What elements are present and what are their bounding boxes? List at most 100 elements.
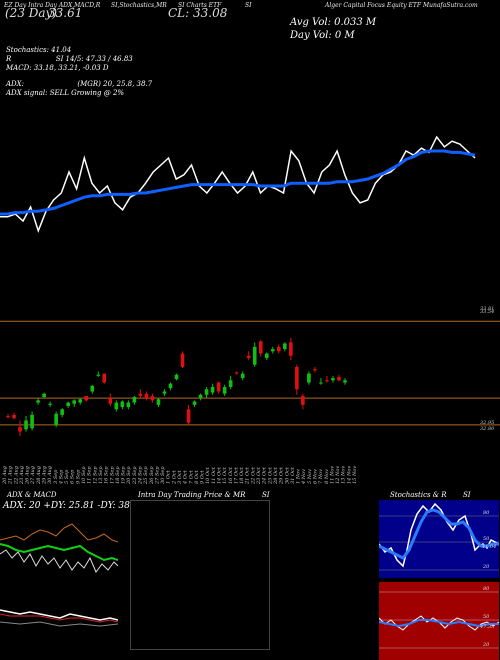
candle <box>42 392 46 399</box>
date-label: 11 Nov <box>329 466 335 484</box>
candle-body <box>210 387 215 393</box>
candle <box>18 420 22 437</box>
candle <box>84 395 89 402</box>
price-level-label: 33.81 <box>480 306 494 312</box>
rsi-label-80: 80 <box>483 586 490 592</box>
moving-average-line <box>0 149 476 216</box>
date-label: 29 Aug <box>42 466 48 485</box>
candle-body <box>114 402 119 410</box>
candle-body <box>84 395 89 401</box>
candle <box>162 389 167 396</box>
date-label: 15 Oct <box>222 466 228 484</box>
date-label: 15 Nov <box>352 466 358 484</box>
candle <box>289 337 293 361</box>
candle <box>180 351 185 369</box>
date-label: 1 Oct <box>166 469 172 484</box>
date-label: 12 Nov <box>335 466 341 484</box>
candle <box>307 371 311 385</box>
price-level-lines <box>0 320 500 426</box>
macd-white-line <box>0 609 118 621</box>
candle-body <box>144 393 149 399</box>
candle-body <box>289 342 293 356</box>
candle <box>6 413 10 419</box>
candle-body <box>150 395 155 401</box>
candle-body <box>331 378 335 381</box>
date-label: 23 Aug <box>19 466 25 485</box>
date-label: 9 Sep <box>75 469 81 484</box>
candle-body <box>301 395 305 405</box>
rsi-label-20: 20 <box>482 642 490 648</box>
candle-body <box>42 393 46 398</box>
candle <box>210 383 215 395</box>
date-label: 23 Oct <box>256 466 262 485</box>
date-label: 31 Oct <box>290 466 296 484</box>
candle <box>270 346 275 354</box>
candle-body <box>192 401 197 405</box>
candle-body <box>138 393 143 396</box>
rsi-readout: R SI 14/5: 47.33 / 46.83 <box>6 55 133 63</box>
date-label: 8 Nov <box>324 469 330 484</box>
candle-body <box>264 353 269 358</box>
date-label: 13 Nov <box>341 466 347 484</box>
candle-body <box>337 376 341 381</box>
date-label: 21 Aug <box>8 466 14 485</box>
candle <box>120 400 125 410</box>
date-label: 26 Aug <box>25 466 31 485</box>
candle <box>228 375 233 390</box>
candle-body <box>162 391 167 394</box>
date-label: 4 Sep <box>59 469 65 485</box>
candle <box>66 401 70 409</box>
date-label: 4 Nov <box>301 469 307 485</box>
date-label: 16 Oct <box>228 466 234 484</box>
date-label: 30 Sep <box>160 466 166 484</box>
date-label: 25 Sep <box>143 466 149 485</box>
date-label: 11 Sep <box>87 466 93 484</box>
candle <box>264 352 269 361</box>
candle-body <box>96 374 101 376</box>
header-line1-left: EZ Day Intra Day ADX,MACD,R <box>4 2 101 9</box>
avg-vol: Avg Vol: 0.033 M <box>290 17 377 28</box>
rsi-value: 47.33 <box>479 624 494 630</box>
candle <box>277 344 281 354</box>
candle <box>192 400 197 408</box>
candle <box>96 371 101 377</box>
candle-body <box>222 387 227 394</box>
header-line1-a: SI,Stochastics,MR <box>111 2 167 9</box>
candle-body <box>234 372 239 374</box>
adx-panel <box>0 510 118 660</box>
candle <box>240 371 245 381</box>
stoch-label-20: 20 <box>482 564 490 570</box>
date-label: 30 Aug <box>47 466 53 484</box>
day-vol: Day Vol: 0 M <box>290 30 355 41</box>
candle <box>54 411 58 428</box>
candle-body <box>120 401 125 408</box>
date-label: 24 Sep <box>138 466 144 485</box>
candle <box>144 391 149 401</box>
candle <box>102 373 107 384</box>
candle-body <box>66 402 70 406</box>
candle-body <box>295 366 299 390</box>
adx-signal: ADX signal: SELL Growing @ 2% <box>6 89 125 97</box>
candle-body <box>36 400 40 403</box>
date-label: 14 Oct <box>217 466 223 484</box>
date-label: 27 Sep <box>154 466 160 485</box>
adx-white-line <box>0 549 118 573</box>
candle <box>30 411 34 431</box>
intraday-panel <box>130 500 270 650</box>
candle <box>258 340 263 357</box>
date-label: 28 Oct <box>273 466 279 485</box>
candle <box>90 384 95 394</box>
candle <box>60 408 64 418</box>
date-label: 30 Oct <box>284 466 290 484</box>
date-label: 29 Oct <box>279 466 285 485</box>
candle <box>319 378 323 385</box>
date-label: 11 Oct <box>211 466 217 484</box>
candle-body <box>313 369 317 371</box>
adx-panel-title: ADX & MACD <box>7 491 57 499</box>
candle <box>331 375 335 383</box>
candle-body <box>102 373 107 383</box>
adx-orange-line <box>0 523 118 543</box>
candle <box>78 398 83 405</box>
candle-body <box>270 349 275 352</box>
candle-body <box>228 380 233 387</box>
